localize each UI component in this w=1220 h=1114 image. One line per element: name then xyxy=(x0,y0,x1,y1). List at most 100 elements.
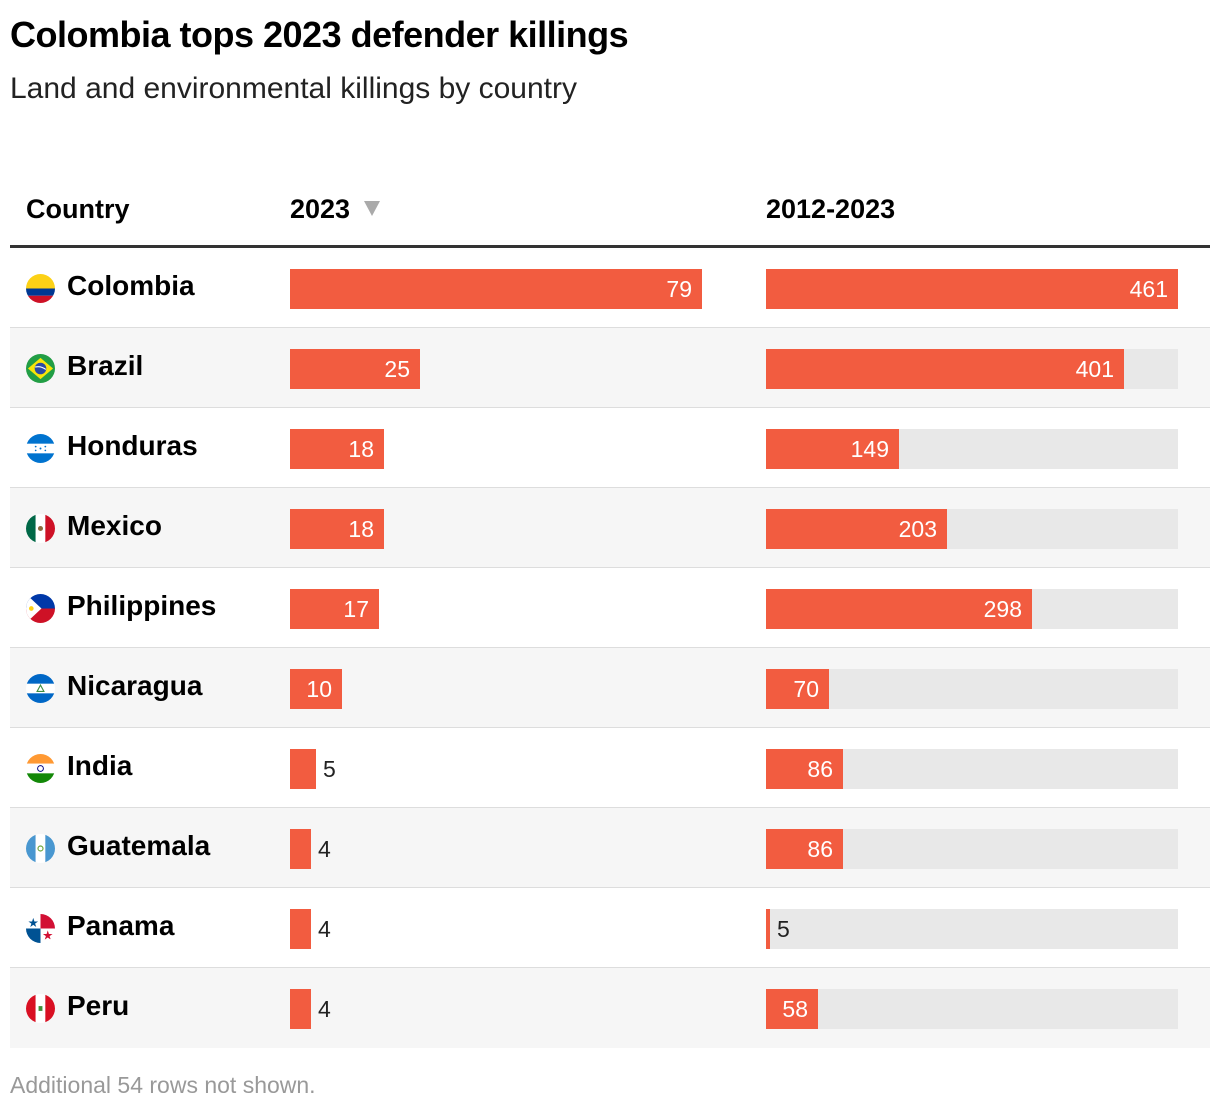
country-name: Panama xyxy=(67,910,175,941)
value-2023-bar[interactable] xyxy=(290,909,311,949)
value-2023-value-label: 18 xyxy=(348,516,374,542)
table-row: Guatemala 4 86 xyxy=(10,808,1210,888)
country-name: Honduras xyxy=(67,430,198,461)
value-2012-2023-value-label: 86 xyxy=(807,836,833,862)
value-2012-2023-bar[interactable] xyxy=(766,349,1124,389)
column-header-label: 2023 xyxy=(290,194,351,224)
table-row: Honduras 18 149 xyxy=(10,408,1210,488)
value-2023-bar-track: 4 xyxy=(290,909,702,949)
table-row: Mexico 18 203 xyxy=(10,488,1210,568)
value-2023-bar-track: 5 xyxy=(290,749,702,789)
value-2012-2023-bar-track: 5 xyxy=(766,909,1178,949)
country-name: Mexico xyxy=(67,510,162,541)
value-2023-bar-track: 4 xyxy=(290,829,702,869)
column-header-label: 2012-2023 xyxy=(766,194,896,224)
value-2023-value-label: 18 xyxy=(348,436,374,462)
sort-down-icon xyxy=(364,201,381,217)
panama-flag-icon xyxy=(26,914,55,943)
guatemala-flag-icon xyxy=(26,834,55,863)
value-2023-bar[interactable] xyxy=(290,749,316,789)
value-2023-value-label: 4 xyxy=(318,916,331,942)
table-row: Panama 4 5 xyxy=(10,888,1210,968)
footer-note: Additional 54 rows not shown. xyxy=(10,1072,316,1098)
value-2012-2023-value-label: 58 xyxy=(782,996,808,1022)
nicaragua-flag-icon xyxy=(26,674,55,703)
brazil-flag-icon xyxy=(26,354,55,383)
value-2012-2023-bar-track: 461 xyxy=(766,269,1178,309)
value-2023-value-label: 17 xyxy=(343,596,369,622)
colombia-flag-icon xyxy=(26,274,55,303)
value-2023-bar-track: 25 xyxy=(290,349,702,389)
value-2023-value-label: 25 xyxy=(384,356,410,382)
country-name: Peru xyxy=(67,990,130,1021)
value-2012-2023-bar-track: 203 xyxy=(766,509,1178,549)
table-row: Nicaragua 10 70 xyxy=(10,648,1210,728)
value-2012-2023-value-label: 149 xyxy=(850,436,889,462)
value-2023-bar[interactable] xyxy=(290,269,702,309)
value-2012-2023-bar[interactable] xyxy=(766,749,843,789)
value-2023-value-label: 4 xyxy=(318,836,331,862)
table-row: India 5 86 xyxy=(10,728,1210,808)
philippines-flag-icon xyxy=(26,594,55,623)
value-2012-2023-bar-track: 149 xyxy=(766,429,1178,469)
value-2023-bar-track: 18 xyxy=(290,509,702,549)
table-row: Philippines 17 298 xyxy=(10,568,1210,648)
column-header-country[interactable]: Country xyxy=(26,194,130,225)
data-table: Country 2023 2012-2023 Colombia 79 461 Braz… xyxy=(10,180,1210,1048)
value-2023-bar[interactable] xyxy=(290,989,311,1029)
value-2023-value-label: 5 xyxy=(323,756,336,782)
value-2012-2023-bar-track: 70 xyxy=(766,669,1178,709)
value-2023-bar[interactable] xyxy=(290,829,311,869)
country-name: Guatemala xyxy=(67,830,211,861)
value-2012-2023-bar[interactable] xyxy=(766,989,818,1029)
column-header-2012-2023[interactable]: 2012-2023 xyxy=(766,194,895,225)
value-2012-2023-value-label: 5 xyxy=(777,916,790,942)
value-2023-bar-track: 10 xyxy=(290,669,702,709)
value-2012-2023-bar-track: 401 xyxy=(766,349,1178,389)
mexico-flag-icon xyxy=(26,514,55,543)
value-2012-2023-bar[interactable] xyxy=(766,669,829,709)
value-2023-bar-track: 18 xyxy=(290,429,702,469)
table-row: Peru 4 58 xyxy=(10,968,1210,1048)
india-flag-icon xyxy=(26,754,55,783)
value-2012-2023-bar-track: 58 xyxy=(766,989,1178,1029)
chart-subtitle: Land and environmental killings by count… xyxy=(10,72,577,105)
country-name: India xyxy=(67,750,133,781)
value-2023-value-label: 79 xyxy=(666,276,692,302)
table-header: Country 2023 2012-2023 xyxy=(10,180,1210,248)
value-2023-bar-track: 79 xyxy=(290,269,702,309)
value-2012-2023-bar[interactable] xyxy=(766,589,1032,629)
value-2012-2023-value-label: 86 xyxy=(807,756,833,782)
country-name: Brazil xyxy=(67,350,144,381)
honduras-flag-icon xyxy=(26,434,55,463)
value-2012-2023-bar-track: 86 xyxy=(766,829,1178,869)
value-2012-2023-bar-track: 298 xyxy=(766,589,1178,629)
value-2023-bar[interactable] xyxy=(290,589,379,629)
table-row: Colombia 79 461 xyxy=(10,248,1210,328)
value-2023-bar[interactable] xyxy=(290,509,384,549)
value-2012-2023-bar[interactable] xyxy=(766,429,899,469)
value-2023-bar-track: 4 xyxy=(290,989,702,1029)
value-2023-bar[interactable] xyxy=(290,349,420,389)
value-2012-2023-value-label: 401 xyxy=(1075,356,1114,382)
column-header-label: Country xyxy=(26,194,130,224)
value-2012-2023-value-label: 70 xyxy=(793,676,819,702)
value-2023-bar-track: 17 xyxy=(290,589,702,629)
value-2012-2023-bar[interactable] xyxy=(766,269,1178,309)
country-name: Colombia xyxy=(67,270,195,301)
peru-flag-icon xyxy=(26,994,55,1023)
country-name: Nicaragua xyxy=(67,670,203,701)
column-header-2023[interactable]: 2023 xyxy=(290,194,381,225)
value-2012-2023-bar-track: 86 xyxy=(766,749,1178,789)
value-2012-2023-bar[interactable] xyxy=(766,509,947,549)
value-2012-2023-value-label: 461 xyxy=(1129,276,1168,302)
table-row: Brazil 25 401 xyxy=(10,328,1210,408)
chart-title: Colombia tops 2023 defender killings xyxy=(10,14,629,55)
value-2012-2023-bar[interactable] xyxy=(766,909,770,949)
value-2023-value-label: 10 xyxy=(306,676,332,702)
value-2023-bar[interactable] xyxy=(290,429,384,469)
value-2012-2023-bar[interactable] xyxy=(766,829,843,869)
value-2023-bar[interactable] xyxy=(290,669,342,709)
country-name: Philippines xyxy=(67,590,217,621)
value-2012-2023-value-label: 203 xyxy=(898,516,937,542)
